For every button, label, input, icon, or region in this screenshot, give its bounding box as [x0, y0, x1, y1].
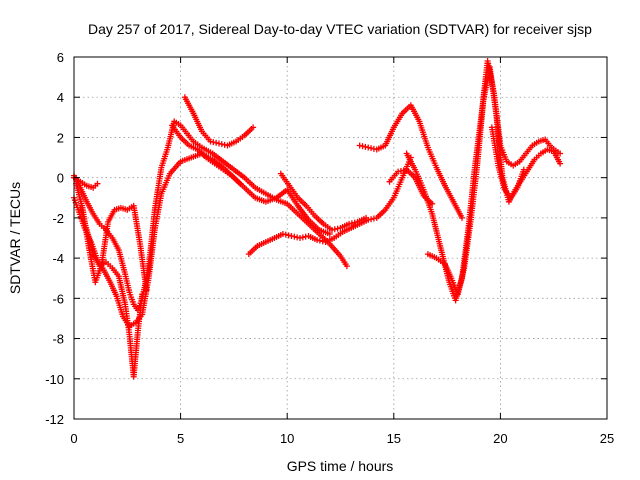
series-6	[181, 94, 257, 149]
data-point-marker	[279, 230, 286, 237]
series-5	[71, 174, 101, 191]
data-point-marker	[316, 237, 323, 244]
data-point-marker	[520, 166, 527, 173]
data-point-marker	[557, 150, 564, 157]
plot-frame	[73, 56, 608, 420]
series-7	[169, 122, 244, 187]
series-10	[356, 102, 466, 221]
data-point-marker	[143, 287, 150, 294]
data-point-marker	[314, 237, 321, 244]
y-tick-label: -4	[52, 251, 64, 266]
data-point-marker	[400, 167, 407, 174]
series-13	[424, 64, 564, 298]
data-point-marker	[368, 216, 375, 223]
x-axis-label: GPS time / hours	[287, 458, 394, 474]
y-tick-label: -12	[45, 412, 64, 427]
data-point-marker	[346, 220, 353, 227]
y-tick-label: 0	[57, 171, 64, 186]
data-point-marker	[294, 234, 301, 241]
series-9	[277, 170, 370, 233]
data-point-marker	[334, 225, 341, 232]
data-point-marker	[285, 232, 292, 239]
x-tick-label: 20	[493, 431, 507, 446]
data-point-marker	[348, 220, 355, 227]
data-point-marker	[299, 234, 306, 241]
data-point-marker	[296, 235, 303, 241]
x-tick-label: 0	[70, 431, 77, 446]
x-tick-label: 10	[280, 431, 294, 446]
y-tick-label: -2	[52, 211, 64, 226]
data-point-marker	[459, 214, 466, 221]
data-point-marker	[368, 145, 375, 152]
data-point-marker	[250, 124, 257, 131]
y-tick-label: -10	[45, 372, 64, 387]
data-point-marker	[210, 139, 217, 146]
data-point-marker	[365, 144, 372, 151]
data-point-marker	[213, 139, 220, 146]
data-point-marker	[331, 226, 338, 233]
data-point-marker	[94, 180, 101, 187]
data-point-marker	[370, 215, 377, 222]
data-point-marker	[328, 226, 335, 233]
y-tick-label: 2	[57, 130, 64, 145]
chart-title: Day 257 of 2017, Sidereal Day-to-day VTE…	[88, 21, 592, 37]
x-tick-label: 15	[387, 431, 401, 446]
y-tick-label: 4	[57, 90, 64, 105]
data-point-marker	[557, 160, 564, 167]
y-axis: -12 -10 -8 -6 -4 -2 0 2 4 6	[45, 50, 607, 427]
series-4	[73, 180, 150, 294]
y-tick-label: -8	[52, 332, 64, 347]
y-tick-label: -6	[52, 291, 64, 306]
x-axis: 0 5 10 15 20 25	[70, 57, 614, 446]
data-point-marker	[282, 231, 289, 238]
data-point-marker	[395, 168, 402, 175]
data-marks	[71, 58, 564, 380]
y-tick-label: 6	[57, 50, 64, 65]
data-point-marker	[429, 200, 436, 207]
data-point-marker	[343, 263, 350, 270]
data-point-marker	[397, 167, 404, 174]
y-axis-label: SDTVAR / TECUs	[7, 182, 23, 294]
data-point-marker	[362, 143, 369, 150]
data-point-marker	[359, 143, 366, 150]
data-point-marker	[356, 142, 363, 149]
data-point-marker	[237, 180, 244, 187]
data-point-marker	[139, 291, 146, 298]
data-point-marker	[363, 214, 370, 221]
series-14	[488, 124, 527, 201]
x-tick-label: 5	[177, 431, 184, 446]
data-point-marker	[288, 232, 295, 239]
data-point-marker	[218, 141, 225, 148]
series-2	[71, 150, 333, 330]
data-point-marker	[207, 138, 214, 145]
data-point-marker	[326, 230, 333, 237]
data-point-marker	[351, 219, 358, 226]
data-point-marker	[291, 233, 298, 240]
x-tick-label: 25	[600, 431, 614, 446]
data-point-marker	[215, 140, 222, 147]
